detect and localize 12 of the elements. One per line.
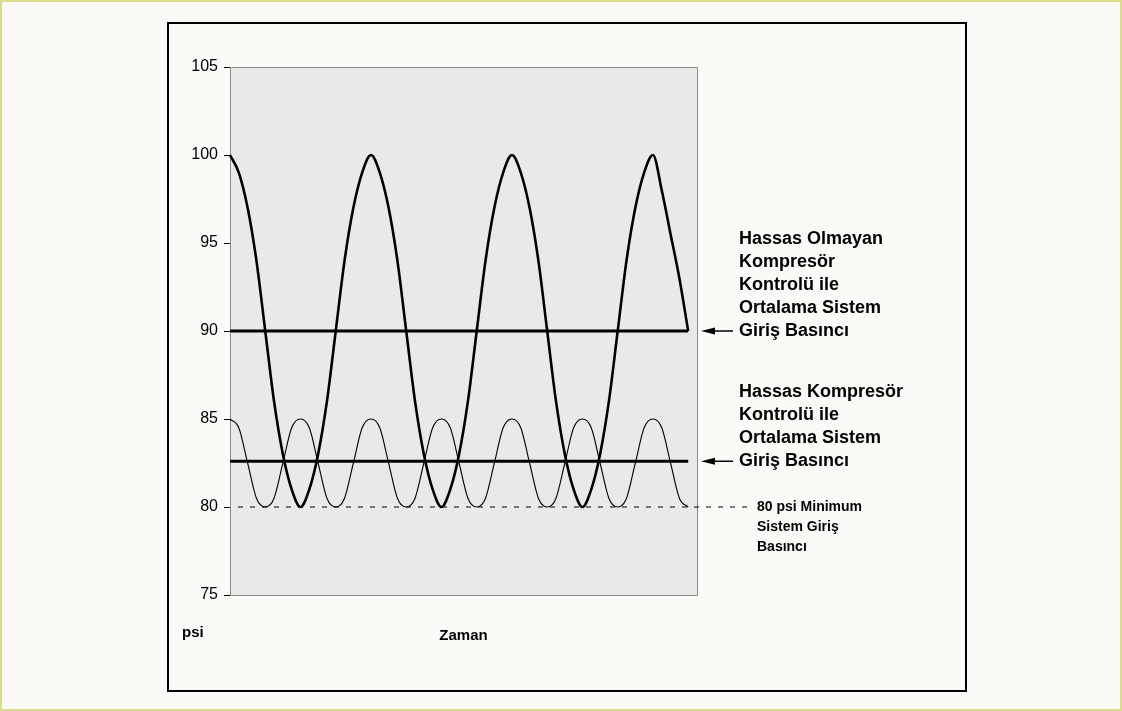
ref-line-label: Hassas Kompresör Kontrolü ile Ortalama Sistem Giriş Basıncı	[739, 381, 904, 471]
y-tick-label: 80	[200, 497, 219, 515]
x-axis-title: Zaman	[439, 626, 488, 644]
y-tick-label: 85	[200, 409, 219, 427]
y-tick-label: 95	[200, 233, 219, 251]
y-tick-label: 105	[191, 57, 219, 75]
y-axis-title: psi	[182, 623, 204, 641]
y-tick-label: 100	[191, 145, 219, 163]
y-tick-label: 90	[200, 321, 219, 339]
ref-line-label: Hassas Olmayan Kompresör Kontrolü ile Ortalama Sistem Giriş Basıncı	[739, 227, 884, 340]
ref-line-label: 80 psi Minimum Sistem Giriş Basıncı	[757, 497, 863, 554]
y-tick-label: 75	[200, 585, 219, 603]
